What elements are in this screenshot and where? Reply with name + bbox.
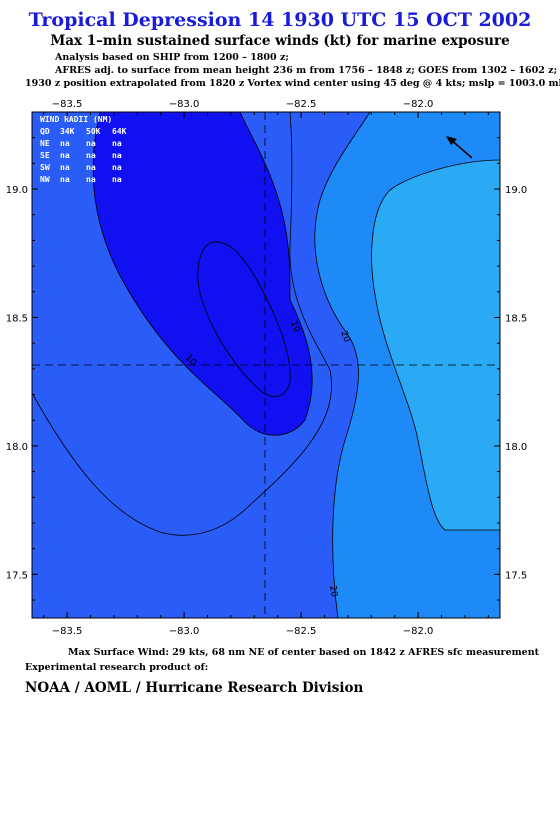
plot-frame [31, 111, 501, 619]
lon-tick-label-top: −83.5 [52, 99, 83, 110]
radii-cell: na [112, 151, 122, 160]
contour-line-inner [197, 241, 291, 397]
contour-field [32, 112, 500, 618]
lon-tick-label-bottom: −83.5 [52, 626, 83, 637]
lon-tick-label-top: −82.5 [286, 99, 317, 110]
contour-label: 20 [327, 585, 339, 598]
lon-tick-label-bottom: −83.0 [169, 626, 200, 637]
wind-radii-table: WIND RADII (NM) QD 34K 50K 64K NE na na na SE na na… [40, 115, 127, 184]
page-title: Tropical Depression 14 1930 UTC 15 OCT 2… [28, 9, 532, 31]
organization-name: NOAA / AOML / Hurricane Research Divisio… [25, 680, 364, 696]
radii-cell: na [60, 151, 70, 160]
radii-header: WIND RADII (NM) [40, 115, 112, 124]
max-surface-wind: Max Surface Wind: 29 kts, 68 nm NE of ce… [68, 647, 540, 658]
analysis-line-3: 1930 z position extrapolated from 1820 z… [25, 78, 560, 89]
lat-tick-label-left: 17.5 [6, 570, 28, 581]
product-note: Experimental research product of: [25, 662, 209, 673]
radii-cell: na [112, 163, 122, 172]
contour-line-20 [314, 112, 371, 618]
arrow-northwest-icon [446, 136, 473, 159]
radii-column-header: 34K [60, 127, 75, 136]
band-30 [371, 160, 500, 530]
lon-tick-label-top: −83.0 [169, 99, 200, 110]
radii-cell: na [86, 175, 96, 184]
radii-cell: na [86, 139, 96, 148]
lon-tick-label-bottom: −82.5 [286, 626, 317, 637]
axis-ticks: −83.5 −83.5 −83.0 −83.0 −82.5 −82.5 −82.0 −82.0… [6, 99, 528, 637]
contour-line-30 [371, 159, 500, 531]
band-inner-core [197, 241, 291, 397]
radii-cell: NE [40, 139, 50, 148]
analysis-line-2: AFRES adj. to surface from mean height 2… [55, 65, 558, 76]
lat-tick-label-left: 19.0 [6, 185, 28, 196]
contour-label: 10 [288, 320, 301, 334]
contour-line-10 [92, 112, 313, 436]
wind-map: 10 10 20 20 WIND RADII (NM)QD 34K 50K 64KNE… [6, 99, 528, 637]
radii-cell: na [60, 139, 70, 148]
radii-cell: na [60, 175, 70, 184]
radii-column-header: 64K [112, 127, 127, 136]
radii-cell: na [86, 163, 96, 172]
lat-tick-label-right: 19.0 [505, 185, 527, 196]
radii-cell: NW [40, 175, 50, 184]
radii-cell: SE [40, 151, 50, 160]
lat-tick-label-left: 18.0 [6, 442, 28, 453]
lat-tick-label-left: 18.5 [6, 313, 28, 324]
radii-cell: SW [40, 163, 50, 172]
radii-column-header: 50K [86, 127, 101, 136]
lat-tick-label-right: 17.5 [505, 570, 527, 581]
radii-cell: na [86, 151, 96, 160]
lon-tick-label-bottom: −82.0 [403, 626, 434, 637]
radii-column-header: QD [40, 127, 50, 136]
radii-cell: na [112, 139, 122, 148]
radii-cell: na [112, 175, 122, 184]
lat-tick-label-right: 18.0 [505, 442, 527, 453]
radii-cell: na [60, 163, 70, 172]
page-subtitle: Max 1–min sustained surface winds (kt) f… [50, 33, 510, 49]
contour-line-10-outer [32, 112, 332, 536]
analysis-line-1: Analysis based on SHIP from 1200 – 1800 … [55, 52, 289, 63]
lon-tick-label-top: −82.0 [403, 99, 434, 110]
lat-tick-label-right: 18.5 [505, 313, 527, 324]
contour-label: 20 [338, 330, 351, 344]
